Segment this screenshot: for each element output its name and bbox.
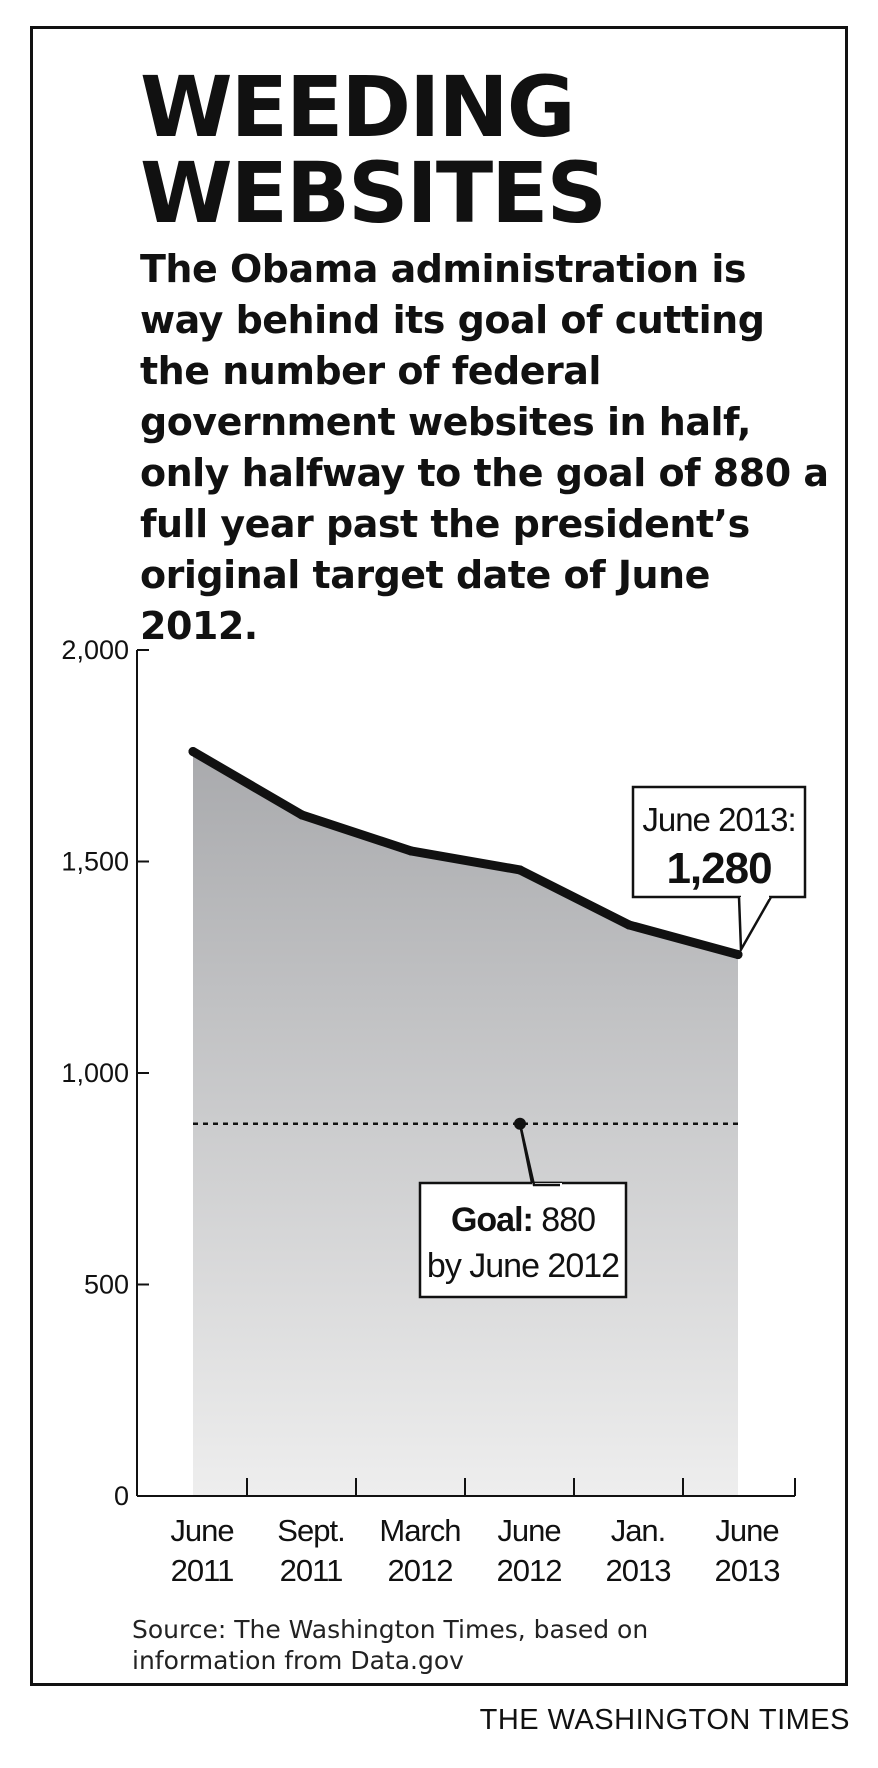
x-tick-label: June 2012 bbox=[497, 1513, 562, 1588]
data-point-sept-2011 bbox=[297, 810, 307, 820]
goal-callout-stem bbox=[518, 1123, 560, 1187]
end-callout-box bbox=[631, 785, 807, 899]
source-line1: Source: The Washington Times, based on bbox=[132, 1615, 649, 1644]
y-tick-label: 2,000 bbox=[61, 635, 129, 665]
data-point-june-2012 bbox=[515, 865, 525, 875]
source-note: Source: The Washington Times, based on i… bbox=[132, 1614, 832, 1676]
x-tick-label: Jan. 2013 bbox=[606, 1513, 671, 1588]
goal-callout-box bbox=[418, 1181, 628, 1299]
y-tick-label: 500 bbox=[84, 1270, 129, 1300]
chart-title-line1: WEEDING bbox=[140, 58, 576, 156]
series-line-segment bbox=[188, 747, 307, 820]
chart-title-line2: WEBSITES bbox=[140, 144, 607, 242]
source-line2: information from Data.gov bbox=[132, 1646, 464, 1675]
data-point-march-2012 bbox=[406, 846, 416, 856]
chart-subtitle: The Obama administration is way behind i… bbox=[140, 247, 829, 648]
end-callout-pointer bbox=[737, 896, 773, 954]
data-point-jan-2013 bbox=[624, 920, 634, 930]
series-line-segment bbox=[515, 865, 634, 930]
x-tick-label: June 2011 bbox=[170, 1513, 233, 1588]
goal-label-line2: by June 2012 bbox=[427, 1247, 619, 1285]
series-line-segment bbox=[624, 920, 743, 960]
goal-label-line1: Goal: 880 bbox=[451, 1201, 595, 1239]
y-tick-label: 0 bbox=[114, 1481, 129, 1511]
y-tick-label: 1,500 bbox=[61, 847, 129, 877]
data-point-june-2011 bbox=[188, 747, 198, 757]
end-label-value: 1,280 bbox=[666, 844, 771, 893]
series-line-segment bbox=[406, 846, 525, 875]
publisher-credit: THE WASHINGTON TIMES bbox=[479, 1704, 850, 1736]
x-tick-label: June 2013 bbox=[715, 1513, 780, 1588]
x-tick-label: Sept. 2011 bbox=[277, 1513, 344, 1588]
series-line-segment bbox=[297, 810, 416, 856]
chart-title: WEEDING WEBSITES bbox=[140, 64, 780, 236]
x-tick-label: March 2012 bbox=[379, 1513, 460, 1588]
y-tick-label: 1,000 bbox=[61, 1058, 129, 1088]
end-label-line1: June 2013: bbox=[642, 801, 795, 838]
graphic-frame bbox=[30, 26, 848, 1686]
area-chart: 0 500 1,000 1,500 2,000 June 2011 Sept. 2011 Marc… bbox=[61, 635, 807, 1588]
